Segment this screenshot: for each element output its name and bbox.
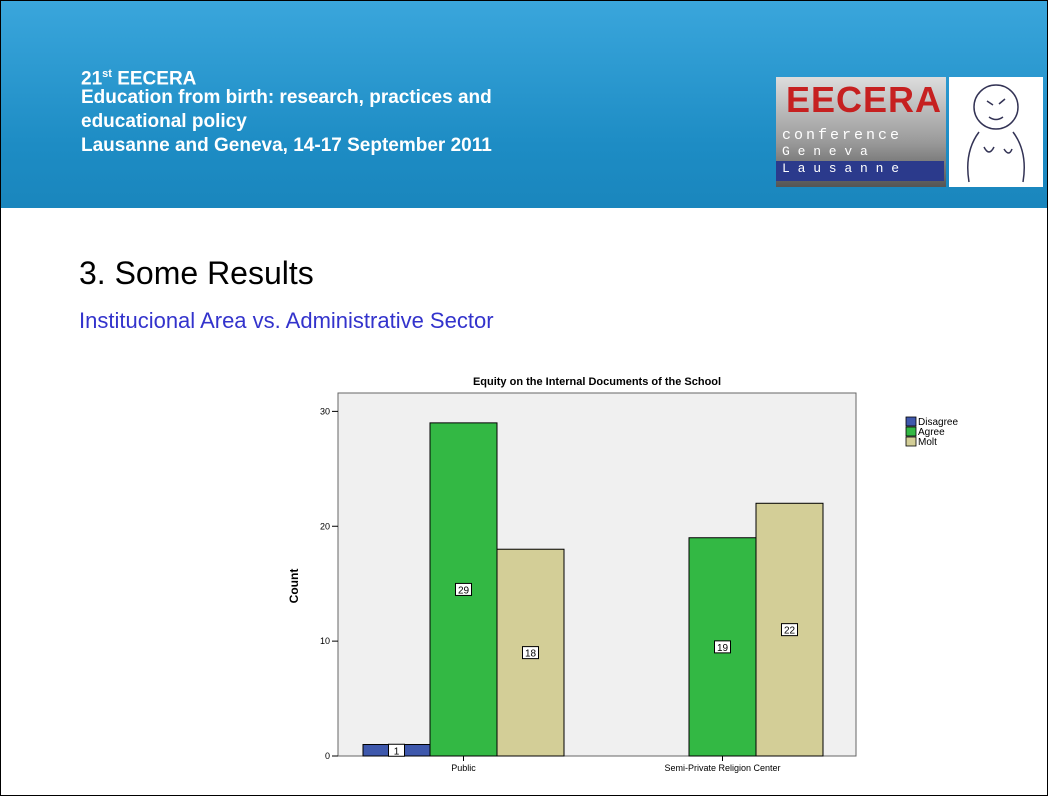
y-axis-label: Count: [287, 569, 301, 604]
data-label-box: [781, 623, 798, 637]
header-line: Education from birth: research, practice…: [81, 87, 492, 108]
data-label: 19: [717, 643, 729, 654]
data-label: 22: [784, 626, 796, 637]
data-label-box: [522, 646, 539, 660]
legend-label: Molt: [918, 437, 937, 448]
header-edition: 21st EECERA: [81, 68, 197, 90]
data-label: 1: [394, 746, 400, 757]
y-tick-label: 0: [325, 751, 330, 761]
y-tick-label: 30: [320, 406, 330, 416]
logo-text: conference: [782, 127, 903, 144]
header-line: Lausanne and Geneva, 14-17 September 201…: [81, 135, 492, 156]
data-label: 18: [525, 649, 537, 660]
header-line: educational policy: [81, 111, 247, 132]
child-drawing: [949, 77, 1043, 187]
y-tick-label: 10: [320, 636, 330, 646]
legend-swatch: [905, 426, 917, 437]
logo-text: G e n e v a: [782, 144, 868, 159]
data-label-box: [388, 743, 405, 757]
legend-swatch: [905, 416, 917, 427]
data-label-box: [714, 640, 731, 654]
logo-name: EECERA: [786, 79, 943, 120]
legend-swatch: [905, 436, 917, 447]
slide-title: 3. Some Results: [79, 255, 314, 291]
x-tick-label: Semi-Private Religion Center: [664, 763, 780, 773]
slide-subtitle: Institucional Area vs. Administrative Se…: [79, 308, 494, 333]
legend-label: Disagree: [918, 417, 958, 428]
logo-text: L a u s a n n e: [776, 161, 944, 181]
logo: EECERA conference G e n e v a L a u s a …: [776, 77, 946, 187]
chart-title: Equity on the Internal Documents of the …: [473, 376, 721, 388]
data-label-box: [455, 582, 472, 596]
y-tick-label: 20: [320, 521, 330, 531]
data-label: 29: [458, 585, 470, 596]
legend-label: Agree: [918, 427, 945, 438]
drawing: [967, 84, 1025, 183]
x-tick-label: Public: [451, 763, 476, 773]
